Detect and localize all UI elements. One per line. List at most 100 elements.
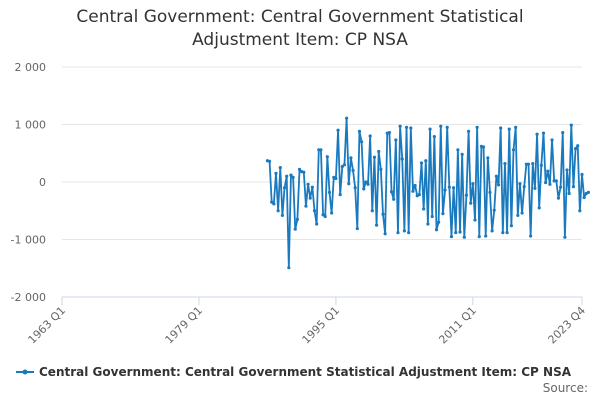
data-point[interactable] bbox=[368, 134, 372, 138]
data-point[interactable] bbox=[488, 190, 492, 194]
legend[interactable]: Central Government: Central Government S… bbox=[16, 365, 572, 379]
data-point[interactable] bbox=[306, 182, 310, 186]
data-point[interactable] bbox=[539, 163, 543, 167]
data-point[interactable] bbox=[366, 182, 370, 186]
data-point[interactable] bbox=[511, 148, 516, 152]
data-point[interactable] bbox=[469, 201, 473, 205]
data-point[interactable] bbox=[565, 168, 569, 172]
data-point[interactable] bbox=[310, 185, 314, 189]
data-point[interactable] bbox=[379, 167, 383, 171]
data-point[interactable] bbox=[445, 125, 449, 129]
data-point[interactable] bbox=[357, 129, 362, 133]
data-point[interactable] bbox=[276, 209, 280, 213]
data-point[interactable] bbox=[407, 231, 411, 235]
data-point[interactable] bbox=[411, 189, 415, 193]
data-point[interactable] bbox=[359, 140, 364, 144]
data-point[interactable] bbox=[537, 206, 541, 210]
data-point[interactable] bbox=[355, 226, 359, 231]
data-point[interactable] bbox=[304, 204, 308, 208]
data-point[interactable] bbox=[460, 152, 464, 156]
data-point[interactable] bbox=[432, 134, 436, 139]
data-point[interactable] bbox=[533, 186, 537, 190]
data-point[interactable] bbox=[272, 202, 276, 206]
data-point[interactable] bbox=[426, 222, 430, 226]
data-point[interactable] bbox=[347, 182, 351, 186]
data-point[interactable] bbox=[430, 214, 434, 219]
data-point[interactable] bbox=[398, 124, 402, 128]
data-point[interactable] bbox=[492, 208, 496, 212]
data-point[interactable] bbox=[441, 212, 445, 216]
data-point[interactable] bbox=[518, 182, 522, 186]
data-point[interactable] bbox=[364, 180, 368, 184]
data-point[interactable] bbox=[541, 131, 546, 135]
data-point[interactable] bbox=[419, 161, 424, 165]
data-point[interactable] bbox=[526, 162, 531, 166]
data-point[interactable] bbox=[486, 156, 490, 160]
data-point[interactable] bbox=[389, 190, 394, 194]
data-point[interactable] bbox=[409, 126, 413, 130]
data-point[interactable] bbox=[535, 132, 539, 136]
data-point[interactable] bbox=[349, 156, 353, 160]
data-point[interactable] bbox=[499, 126, 503, 130]
data-point[interactable] bbox=[345, 116, 349, 120]
data-point[interactable] bbox=[507, 127, 511, 131]
data-point[interactable] bbox=[312, 209, 317, 213]
data-point[interactable] bbox=[503, 162, 507, 166]
data-point[interactable] bbox=[529, 234, 533, 238]
data-point[interactable] bbox=[434, 228, 439, 232]
data-point[interactable] bbox=[327, 190, 332, 194]
data-point[interactable] bbox=[514, 125, 518, 129]
data-point[interactable] bbox=[563, 235, 567, 239]
data-point[interactable] bbox=[374, 223, 379, 227]
data-point[interactable] bbox=[377, 149, 381, 154]
data-point[interactable] bbox=[422, 207, 426, 211]
data-point[interactable] bbox=[437, 220, 441, 224]
data-point[interactable] bbox=[336, 128, 340, 132]
data-point[interactable] bbox=[471, 182, 475, 186]
data-point[interactable] bbox=[505, 231, 509, 235]
series-line[interactable] bbox=[267, 117, 589, 269]
data-point[interactable] bbox=[321, 213, 325, 217]
data-point[interactable] bbox=[278, 166, 282, 170]
data-point[interactable] bbox=[295, 217, 299, 221]
data-point[interactable] bbox=[439, 124, 443, 128]
data-point[interactable] bbox=[546, 169, 550, 173]
data-point[interactable] bbox=[342, 163, 347, 167]
data-point[interactable] bbox=[449, 235, 454, 239]
data-point[interactable] bbox=[522, 185, 526, 189]
data-point[interactable] bbox=[383, 232, 387, 236]
data-point[interactable] bbox=[323, 214, 327, 219]
data-point[interactable] bbox=[516, 213, 520, 217]
data-point[interactable] bbox=[466, 129, 471, 133]
data-point[interactable] bbox=[381, 212, 385, 216]
data-point[interactable] bbox=[400, 157, 404, 161]
data-point[interactable] bbox=[413, 183, 417, 188]
data-point[interactable] bbox=[267, 159, 272, 163]
data-point[interactable] bbox=[509, 224, 513, 228]
data-point[interactable] bbox=[494, 174, 498, 178]
data-point[interactable] bbox=[447, 185, 451, 189]
data-point[interactable] bbox=[362, 187, 366, 191]
data-point[interactable] bbox=[297, 167, 302, 171]
data-point[interactable] bbox=[567, 191, 571, 196]
data-point[interactable] bbox=[580, 172, 584, 177]
data-point[interactable] bbox=[559, 185, 563, 189]
data-point[interactable] bbox=[576, 144, 580, 148]
data-point[interactable] bbox=[319, 148, 323, 152]
data-point[interactable] bbox=[392, 197, 396, 201]
data-point[interactable] bbox=[396, 231, 400, 235]
data-point[interactable] bbox=[293, 227, 297, 231]
data-point[interactable] bbox=[282, 186, 287, 190]
data-point[interactable] bbox=[387, 130, 392, 135]
data-point[interactable] bbox=[370, 209, 374, 213]
data-point[interactable] bbox=[477, 235, 481, 239]
data-point[interactable] bbox=[571, 185, 576, 189]
data-point[interactable] bbox=[484, 234, 488, 238]
data-point[interactable] bbox=[394, 138, 398, 142]
data-point[interactable] bbox=[561, 130, 565, 135]
data-point[interactable] bbox=[452, 186, 456, 190]
legend-label[interactable]: Central Government: Central Government S… bbox=[39, 365, 572, 379]
data-point[interactable] bbox=[338, 193, 342, 197]
data-point[interactable] bbox=[287, 266, 291, 270]
data-point[interactable] bbox=[404, 125, 409, 129]
